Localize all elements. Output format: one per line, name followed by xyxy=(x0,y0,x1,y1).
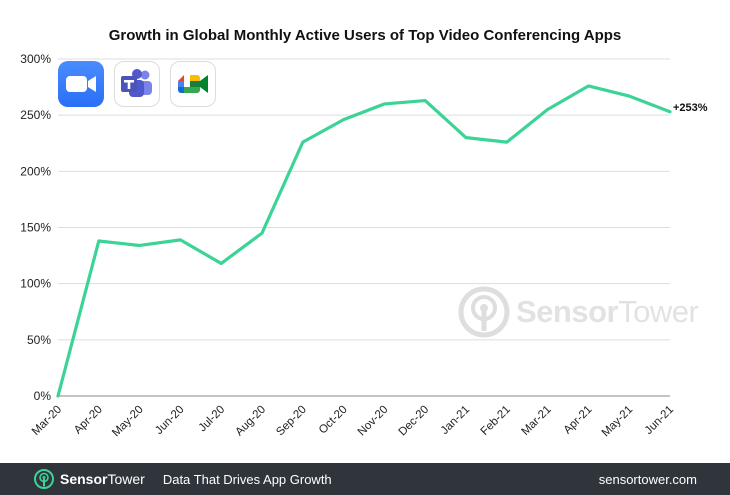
x-tick-label: May-21 xyxy=(600,404,636,440)
x-tick-label: Mar-20 xyxy=(30,404,64,438)
x-tick-label: Nov-20 xyxy=(356,404,391,439)
x-tick-label: Aug-20 xyxy=(233,404,268,439)
y-tick-label: 300% xyxy=(20,52,51,66)
x-tick-label: Jan-21 xyxy=(439,404,472,437)
y-tick-label: 250% xyxy=(20,108,51,122)
series-lines xyxy=(56,84,672,398)
line-chart: 0%50%100%150%200%250%300% Mar-20 Apr-20 Ma… xyxy=(20,52,708,440)
y-tick-label: 100% xyxy=(20,277,51,291)
x-tick-label: Jun-20 xyxy=(153,404,186,437)
chart-title: Growth in Global Monthly Active Users of… xyxy=(108,27,622,44)
series-line xyxy=(56,84,672,398)
x-tick-labels: Mar-20 Apr-20 May-20 Jun-20 Jul-20 Aug-20 Sep-… xyxy=(30,404,676,440)
x-tick-label: Oct-20 xyxy=(317,404,350,437)
sensortower-logo-icon xyxy=(34,469,54,489)
zoom-app-icon xyxy=(58,61,104,107)
watermark-brand-thin: Tower xyxy=(618,294,699,329)
y-tick-labels: 0% 50% 100% 150% 200% 250% 300% xyxy=(20,52,51,403)
google-meet-app-icon xyxy=(170,61,216,107)
end-value-label: +253% xyxy=(673,102,708,114)
x-tick-label: Apr-21 xyxy=(562,404,595,437)
y-tick-label: 200% xyxy=(20,164,51,178)
watermark: SensorTower xyxy=(458,284,699,340)
x-tick-label: Jul-20 xyxy=(197,404,228,435)
footer-brand: SensorTower xyxy=(60,471,145,487)
grid-lines xyxy=(58,58,670,341)
watermark-brand-bold: Sensor xyxy=(516,294,619,329)
microsoft-teams-app-icon xyxy=(114,61,160,107)
x-tick-label: Apr-20 xyxy=(72,404,105,437)
footer-url-link[interactable]: sensortower.com xyxy=(598,471,697,487)
x-tick-label: May-20 xyxy=(110,404,146,440)
x-tick-label: Feb-21 xyxy=(479,404,513,438)
x-tick-label: Dec-20 xyxy=(397,404,432,439)
footer-brand-thin: Tower xyxy=(107,471,145,487)
x-tick-label: Jun-21 xyxy=(643,404,676,437)
footer-bar: SensorTower Data That Drives App Growth … xyxy=(0,463,730,495)
annotations: +253% xyxy=(673,102,708,114)
y-tick-label: 50% xyxy=(27,333,51,347)
footer-brand-bold: Sensor xyxy=(60,471,108,487)
y-tick-label: 0% xyxy=(34,389,52,403)
y-tick-label: 150% xyxy=(20,221,51,235)
watermark-text: SensorTower xyxy=(516,294,699,330)
x-tick-label: Mar-21 xyxy=(519,404,553,438)
sensortower-logo-icon xyxy=(458,286,510,338)
footer-tagline: Data That Drives App Growth xyxy=(162,471,332,487)
x-tick-label: Sep-20 xyxy=(274,404,309,439)
